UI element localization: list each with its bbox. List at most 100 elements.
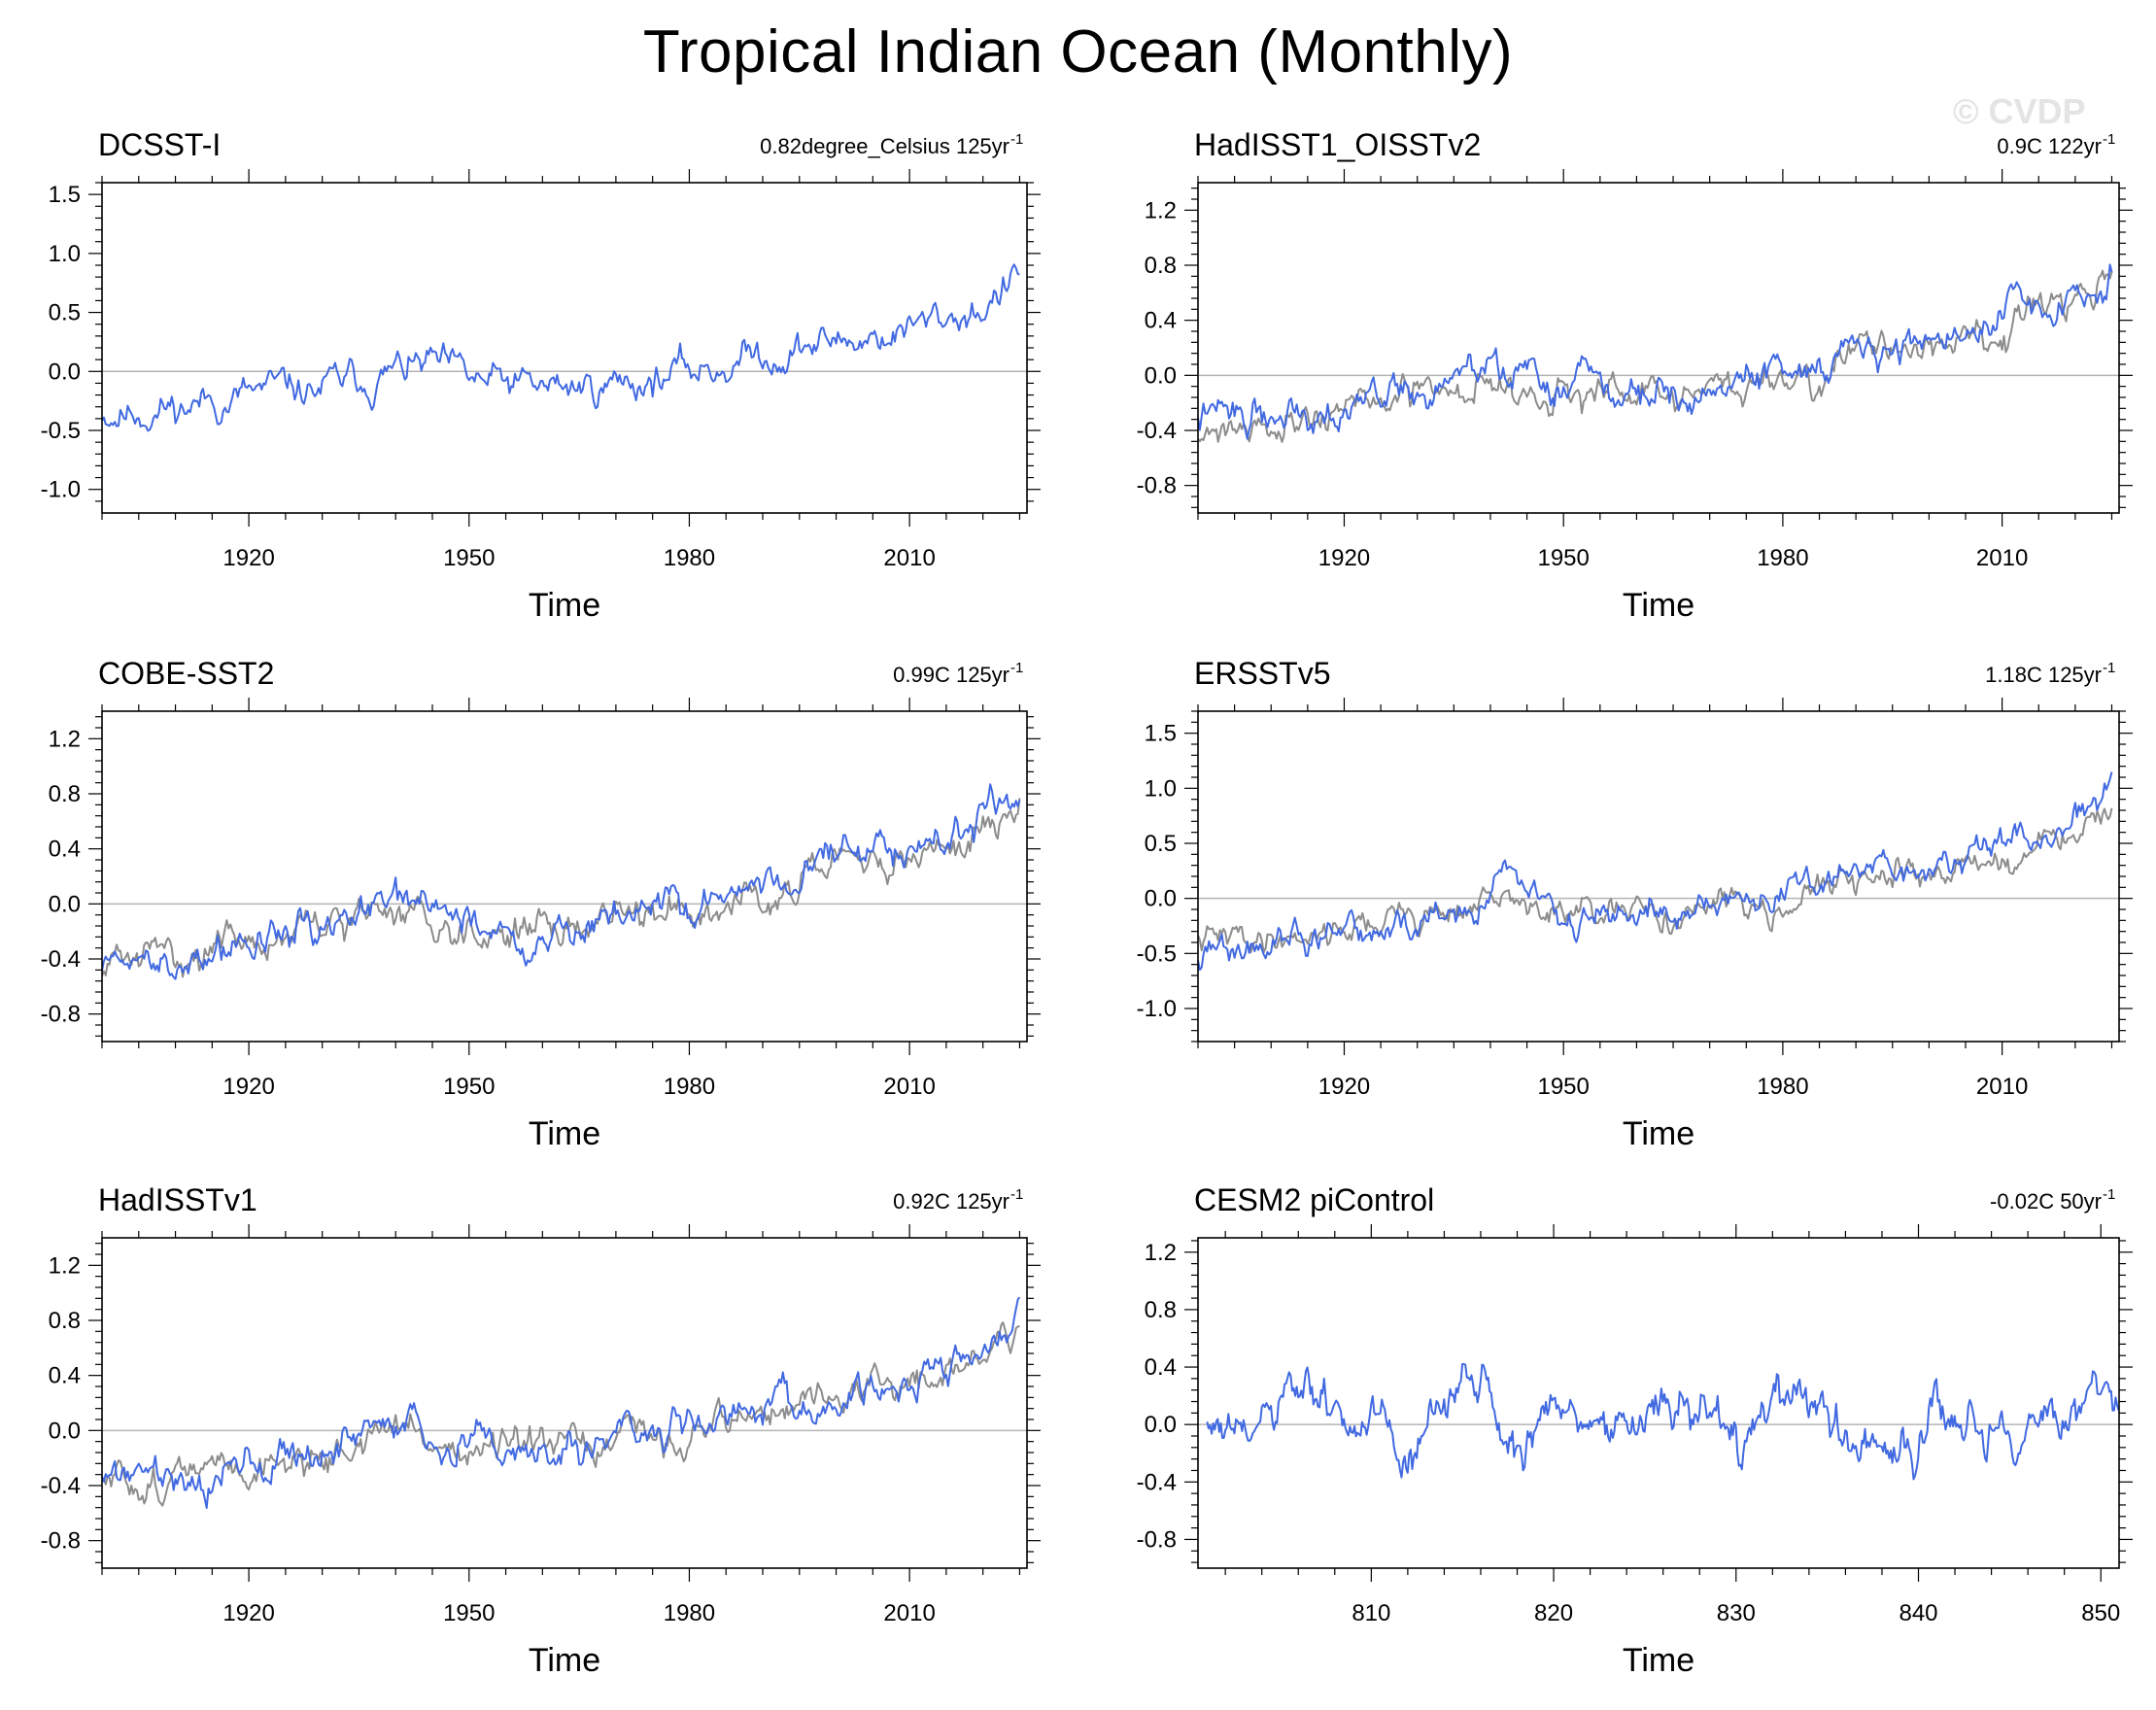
- y-tick-label: -0.4: [41, 1473, 81, 1499]
- y-tick-label: 0.5: [49, 300, 81, 326]
- y-tick-label: 0.0: [1145, 362, 1177, 389]
- y-tick-label: 0.4: [49, 1363, 81, 1389]
- trend-label: 0.99C 125yr: [893, 663, 1010, 687]
- y-tick-label: 1.0: [1145, 775, 1177, 802]
- x-tick-label: 830: [1717, 1600, 1756, 1626]
- x-tick-label: 1980: [664, 545, 715, 571]
- y-tick-label: 1.2: [49, 1252, 81, 1279]
- x-axis-label: Time: [1623, 587, 1694, 624]
- y-tick-label: 0.5: [1145, 831, 1177, 857]
- x-tick-label: 1950: [443, 1074, 495, 1100]
- trend-superscript: -1: [1010, 1186, 1023, 1203]
- plot-frame: [1197, 182, 2120, 514]
- x-tick-label: 1950: [1537, 1074, 1589, 1100]
- x-tick-label: 810: [1352, 1600, 1390, 1626]
- y-tick-label: -0.8: [1137, 1526, 1177, 1553]
- x-tick-label: 1980: [664, 1600, 715, 1626]
- trend-superscript: -1: [2103, 660, 2115, 676]
- y-tick-label: -0.4: [1137, 1469, 1177, 1495]
- x-tick-label: 850: [2081, 1600, 2120, 1626]
- series-line: [1197, 771, 2113, 972]
- y-tick-label: -0.5: [41, 418, 81, 444]
- reference-series-line: [1197, 269, 2113, 443]
- reference-series-line: [1197, 807, 2113, 954]
- x-axis-label: Time: [529, 1642, 600, 1679]
- plot-frame: [101, 710, 1028, 1043]
- y-tick-label: 0.4: [1145, 1354, 1177, 1381]
- x-tick-label: 2010: [883, 1600, 935, 1626]
- series-line: [101, 263, 1020, 432]
- panel-title: ERSSTv5: [1194, 656, 1330, 691]
- y-tick-label: 1.2: [1145, 197, 1177, 223]
- y-tick-label: -0.4: [1137, 418, 1177, 444]
- chart-panel-6: CESM2 piControl -0.02C 50yr -1 -0.8 -0.4 0.0 0…: [1137, 1182, 2133, 1679]
- x-tick-label: 1950: [443, 1600, 495, 1626]
- panel-title: DCSST-I: [98, 127, 221, 162]
- x-tick-label: 1920: [222, 1074, 274, 1100]
- y-tick-label: 0.0: [49, 359, 81, 385]
- x-axis-label: Time: [1623, 1642, 1694, 1679]
- y-tick-label: -1.0: [1137, 996, 1177, 1022]
- y-tick-label: 1.2: [49, 726, 81, 752]
- x-tick-label: 2010: [883, 545, 935, 571]
- trend-label: -0.02C 50yr: [1990, 1189, 2102, 1214]
- y-tick-label: 0.4: [1145, 308, 1177, 334]
- y-tick-label: 1.0: [49, 241, 81, 267]
- x-tick-label: 2010: [1976, 545, 2028, 571]
- y-tick-label: 1.2: [1145, 1240, 1177, 1266]
- chart-panel-5: HadISSTv1 0.92C 125yr -1 -0.8 -0.4 0.0 0.4 0.8 1…: [41, 1182, 1041, 1679]
- x-tick-label: 1950: [1537, 545, 1589, 571]
- plot-frame: [1197, 1237, 2120, 1569]
- trend-label: 1.18C 125yr: [1985, 663, 2102, 687]
- y-tick-label: -0.8: [41, 1002, 81, 1028]
- trend-superscript: -1: [1010, 131, 1023, 148]
- chart-panel-4: ERSSTv5 1.18C 125yr -1 -1.0 -0.5 0.0 0.5 1.0 1.5…: [1137, 656, 2133, 1152]
- y-tick-label: -0.4: [41, 946, 81, 973]
- x-tick-label: 840: [1899, 1600, 1937, 1626]
- y-tick-label: -0.5: [1137, 940, 1177, 967]
- x-axis-label: Time: [529, 1115, 600, 1152]
- chart-panel-1: DCSST-I 0.82degree_Celsius 125yr -1 -1.0 -0.…: [41, 127, 1041, 624]
- x-axis-label: Time: [1623, 1115, 1694, 1152]
- y-tick-label: -1.0: [41, 477, 81, 503]
- y-tick-label: 0.0: [49, 1418, 81, 1444]
- x-tick-label: 1920: [1318, 545, 1370, 571]
- x-tick-label: 1980: [1757, 545, 1808, 571]
- x-tick-label: 2010: [883, 1074, 935, 1100]
- y-tick-label: -0.8: [41, 1528, 81, 1555]
- trend-superscript: -1: [2103, 131, 2115, 148]
- y-tick-label: 0.8: [1145, 1297, 1177, 1323]
- panel-title: COBE-SST2: [98, 656, 274, 691]
- y-tick-label: -0.8: [1137, 473, 1177, 499]
- y-tick-label: 0.0: [49, 891, 81, 917]
- reference-series-line: [101, 1321, 1020, 1507]
- series-line: [101, 1296, 1021, 1509]
- y-tick-label: 0.4: [49, 837, 81, 863]
- y-tick-label: 0.0: [1145, 886, 1177, 912]
- panel-title: HadISST1_OISSTv2: [1194, 127, 1481, 162]
- series-line: [101, 783, 1021, 980]
- x-tick-label: 2010: [1976, 1074, 2028, 1100]
- x-tick-label: 820: [1534, 1600, 1573, 1626]
- y-tick-label: 0.0: [1145, 1412, 1177, 1438]
- plot-frame: [101, 1237, 1028, 1569]
- x-tick-label: 1980: [1757, 1074, 1808, 1100]
- y-tick-label: 0.8: [49, 781, 81, 807]
- x-tick-label: 1920: [1318, 1074, 1370, 1100]
- y-tick-label: 1.5: [49, 182, 81, 208]
- y-tick-label: 0.8: [49, 1308, 81, 1334]
- x-tick-label: 1920: [222, 545, 274, 571]
- trend-superscript: -1: [1010, 660, 1023, 676]
- y-tick-label: 0.8: [1145, 253, 1177, 279]
- x-tick-label: 1920: [222, 1600, 274, 1626]
- trend-label: 0.82degree_Celsius 125yr: [760, 134, 1010, 158]
- panel-title: CESM2 piControl: [1194, 1182, 1434, 1217]
- y-tick-label: 1.5: [1145, 721, 1177, 747]
- panel-title: HadISSTv1: [98, 1182, 257, 1217]
- plot-frame: [1197, 710, 2120, 1043]
- trend-label: 0.92C 125yr: [893, 1189, 1010, 1214]
- watermark: © CVDP: [1953, 91, 2086, 131]
- plot-frame: [101, 182, 1028, 514]
- trend-superscript: -1: [2103, 1186, 2115, 1203]
